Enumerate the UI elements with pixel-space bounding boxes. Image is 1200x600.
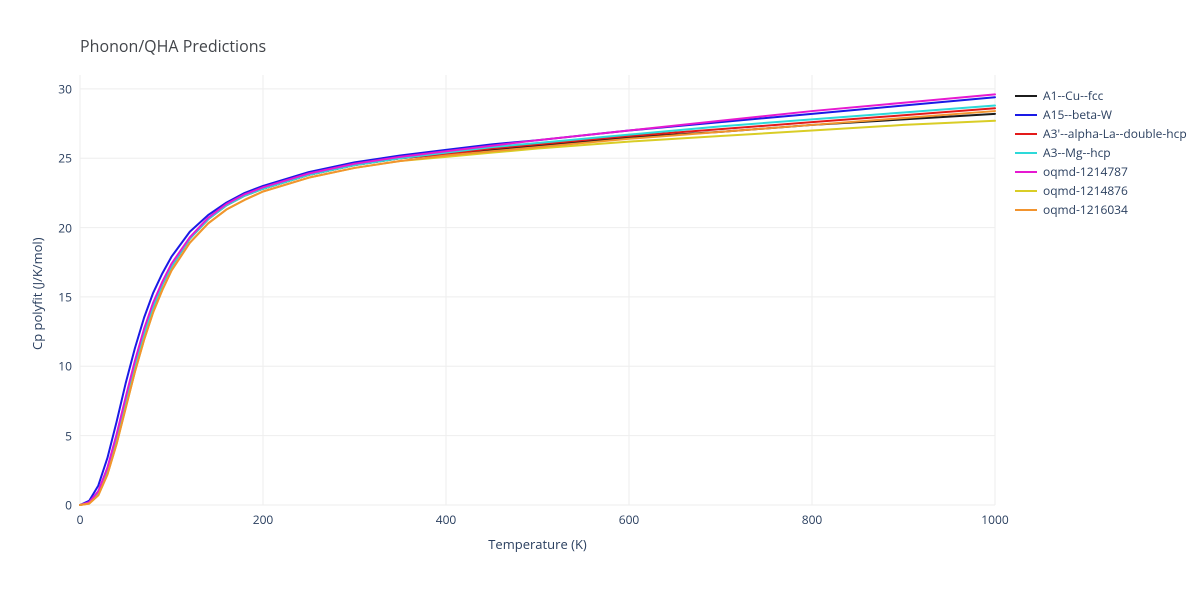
- x-tick-label: 400: [436, 511, 457, 528]
- y-tick-label: 25: [58, 150, 72, 167]
- legend-label: oqmd-1214876: [1043, 182, 1128, 199]
- x-tick-label: 0: [77, 511, 84, 528]
- legend-item[interactable]: oqmd-1214787: [1015, 162, 1187, 181]
- y-tick-label: 15: [58, 288, 72, 305]
- legend-label: oqmd-1216034: [1043, 201, 1128, 218]
- legend-label: oqmd-1214787: [1043, 163, 1128, 180]
- legend-item[interactable]: A3--Mg--hcp: [1015, 143, 1187, 162]
- x-tick-label: 600: [619, 511, 640, 528]
- legend-swatch: [1015, 152, 1037, 154]
- y-tick-label: 20: [58, 219, 72, 236]
- y-axis-label: Cp polyfit (J/K/mol): [28, 237, 46, 350]
- legend-swatch: [1015, 133, 1037, 135]
- y-tick-label: 30: [58, 80, 72, 97]
- legend-swatch: [1015, 95, 1037, 97]
- legend-label: A3'--alpha-La--double-hcp: [1043, 125, 1187, 142]
- legend-swatch: [1015, 209, 1037, 211]
- y-tick-label: 0: [65, 497, 72, 514]
- x-tick-label: 800: [802, 511, 823, 528]
- legend-item[interactable]: oqmd-1214876: [1015, 181, 1187, 200]
- legend-swatch: [1015, 190, 1037, 192]
- series-line[interactable]: [80, 111, 995, 505]
- legend-swatch: [1015, 114, 1037, 116]
- x-tick-label: 1000: [981, 511, 1008, 528]
- legend-item[interactable]: A1--Cu--fcc: [1015, 86, 1187, 105]
- x-axis-label: Temperature (K): [488, 535, 587, 553]
- legend-item[interactable]: oqmd-1216034: [1015, 200, 1187, 219]
- series-line[interactable]: [80, 121, 995, 505]
- legend-swatch: [1015, 171, 1037, 173]
- legend-item[interactable]: A15--beta-W: [1015, 105, 1187, 124]
- y-tick-label: 10: [58, 358, 72, 375]
- x-tick-label: 200: [253, 511, 274, 528]
- series-line[interactable]: [80, 106, 995, 505]
- legend-label: A3--Mg--hcp: [1043, 144, 1111, 161]
- legend-label: A15--beta-W: [1043, 106, 1112, 123]
- y-tick-label: 5: [65, 427, 72, 444]
- series-line[interactable]: [80, 94, 995, 505]
- legend-label: A1--Cu--fcc: [1043, 87, 1103, 104]
- legend-item[interactable]: A3'--alpha-La--double-hcp: [1015, 124, 1187, 143]
- series-line[interactable]: [80, 114, 995, 505]
- series-line[interactable]: [80, 108, 995, 505]
- legend: A1--Cu--fcc A15--beta-W A3'--alpha-La--dou…: [1015, 86, 1187, 219]
